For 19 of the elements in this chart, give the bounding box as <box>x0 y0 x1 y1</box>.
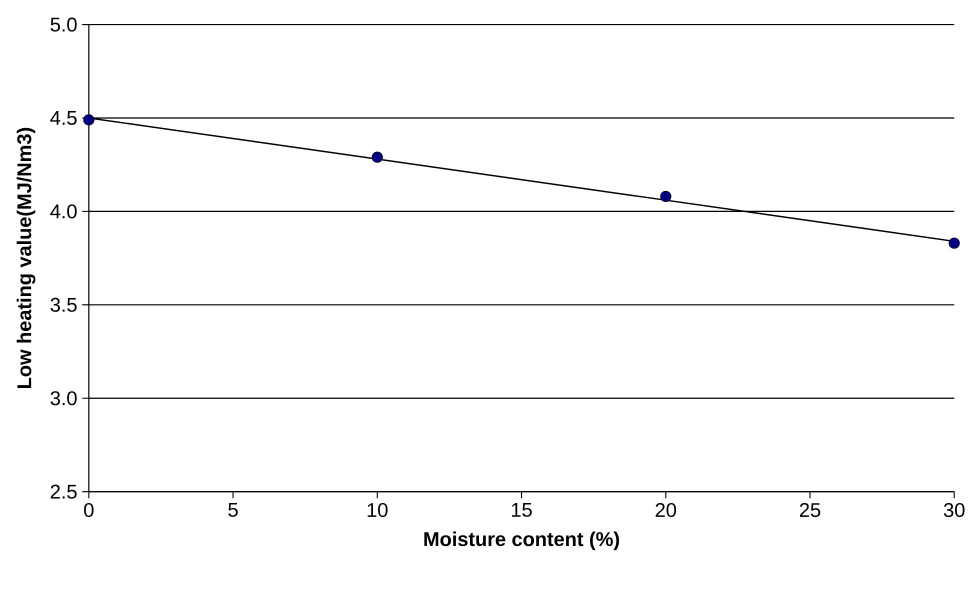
y-tick-label: 3.5 <box>50 298 77 312</box>
y-tick-label: 3.0 <box>50 391 77 406</box>
x-axis-title: Moisture content (%) <box>424 532 620 550</box>
x-tick-label: 30 <box>944 503 965 518</box>
point <box>948 238 960 249</box>
y-tick-label: 4.0 <box>50 204 77 218</box>
point <box>372 152 383 163</box>
x-tick-label: 15 <box>512 503 532 517</box>
x-tick-label: 10 <box>368 503 388 518</box>
point <box>83 114 94 126</box>
y-tick-label: 4.5 <box>50 111 77 125</box>
x-tick-label: 0 <box>84 503 94 518</box>
y-tick-label: 2.5 <box>50 484 77 499</box>
y-axis-title: Low heating value(MJ/Nm3) <box>16 128 36 388</box>
x-tick-label: 5 <box>228 503 238 517</box>
x-tick-label: 20 <box>656 503 676 518</box>
y-tick-label: 5.0 <box>50 18 77 32</box>
x-tick-label: 25 <box>800 503 820 518</box>
point <box>660 190 672 202</box>
